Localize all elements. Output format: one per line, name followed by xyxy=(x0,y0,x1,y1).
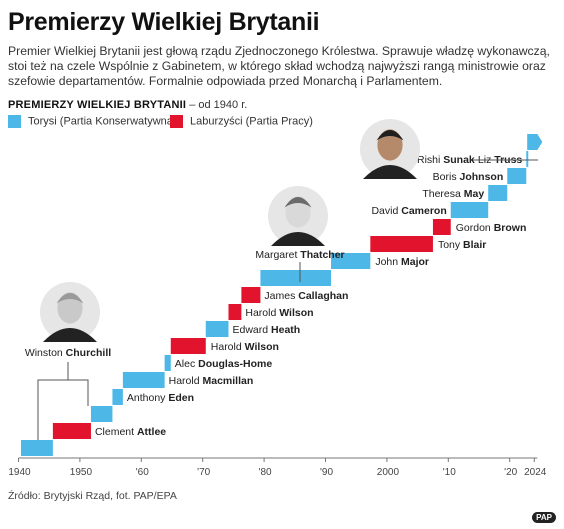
bar-major xyxy=(331,253,371,269)
x-tick-label-1960: '60 xyxy=(136,467,149,478)
x-tick-label-2000: 2000 xyxy=(377,467,400,478)
bar-heath xyxy=(205,321,229,337)
photo-sunak-hair xyxy=(376,130,404,141)
bar-douglas-home xyxy=(164,355,171,371)
bar-thatcher xyxy=(260,270,332,286)
x-tick-label-1970: '70 xyxy=(197,467,210,478)
photo-sunak-body xyxy=(363,165,417,179)
x-tick-label-1980: '80 xyxy=(259,467,272,478)
x-tick-label-2024: 2024 xyxy=(524,467,547,478)
label-wilson-6: Harold Wilson xyxy=(211,341,279,353)
legend-item-conservative: Torysi (Partia Konserwatywna) xyxy=(8,115,177,128)
label-brown-13: Gordon Brown xyxy=(456,222,527,234)
source-note: Źródło: Brytyjski Rząd, fot. PAP/EPA xyxy=(8,490,177,502)
chart-subtitle: – od 1940 r. xyxy=(189,99,248,111)
connector-churchill-2 xyxy=(68,379,89,406)
label-heath-7: Edward Heath xyxy=(232,324,300,336)
label-wilson-8: Harold Wilson xyxy=(245,307,313,319)
photo-churchill-body xyxy=(43,328,97,342)
bar-may xyxy=(488,185,508,201)
label-callaghan-9: James Callaghan xyxy=(264,290,348,302)
bar-wilson xyxy=(170,338,206,354)
x-tick-label-1950: 1950 xyxy=(70,467,93,478)
chart-title: PREMIERZY WIELKIEJ BRYTANII xyxy=(8,99,187,111)
bar-churchill xyxy=(20,440,53,456)
label-johnson-16: Boris Johnson xyxy=(433,171,504,183)
legend-swatch-conservative xyxy=(8,115,21,128)
photo-thatcher-face xyxy=(285,196,311,228)
bar-wilson-2 xyxy=(228,304,242,320)
bar-callaghan xyxy=(241,287,261,303)
label-churchill: Winston Churchill xyxy=(25,347,111,359)
x-tick-label-1940: 1940 xyxy=(8,467,31,478)
legend-label-labour: Laburzyści (Partia Pracy) xyxy=(190,115,313,128)
label-sunak: Rishi Sunak xyxy=(417,154,475,166)
legend-label-conservative: Torysi (Partia Konserwatywna) xyxy=(28,115,177,128)
bar-attlee xyxy=(52,423,91,439)
label-eden-3: Anthony Eden xyxy=(127,392,194,404)
x-tick-label-2010: '10 xyxy=(443,467,456,478)
bar-brown xyxy=(432,219,451,235)
photo-thatcher-hair xyxy=(284,197,312,208)
x-tick-label-1990: '90 xyxy=(320,467,333,478)
legend-item-labour: Laburzyści (Partia Pracy) xyxy=(170,115,313,128)
photo-churchill-face xyxy=(57,292,83,324)
label-may-15: Theresa May xyxy=(422,188,484,200)
page-title: Premierzy Wielkiej Brytanii xyxy=(8,8,320,36)
pap-logo: PAP xyxy=(532,512,556,523)
label-macmillan-4: Harold Macmillan xyxy=(169,375,254,387)
bar-blair xyxy=(370,236,433,252)
bar-churchill-2 xyxy=(90,406,113,422)
bar-truss xyxy=(526,151,529,167)
label-major-11: John Major xyxy=(375,256,429,268)
label-thatcher: Margaret Thatcher xyxy=(255,249,344,261)
label-cameron-14: David Cameron xyxy=(371,205,446,217)
photo-churchill-hair xyxy=(56,293,84,304)
intro-text: Premier Wielkiej Brytanii jest głową rzą… xyxy=(8,44,550,88)
label-douglas-home-5: Alec Douglas-Home xyxy=(175,358,273,370)
bar-johnson xyxy=(507,168,527,184)
connector-churchill-1 xyxy=(37,362,69,440)
bar-macmillan xyxy=(122,372,165,388)
bar-eden xyxy=(112,389,123,405)
chart-heading: PREMIERZY WIELKIEJ BRYTANII – od 1940 r. xyxy=(8,99,247,111)
bar-sunak xyxy=(527,134,543,150)
bar-cameron xyxy=(450,202,489,218)
x-tick-label-2020: '20 xyxy=(504,467,517,478)
photo-thatcher-body xyxy=(271,232,325,246)
label-attlee-1: Clement Attlee xyxy=(95,426,166,438)
photo-sunak-face xyxy=(377,129,403,161)
label-blair-12: Tony Blair xyxy=(438,239,486,251)
legend-swatch-labour xyxy=(170,115,183,128)
